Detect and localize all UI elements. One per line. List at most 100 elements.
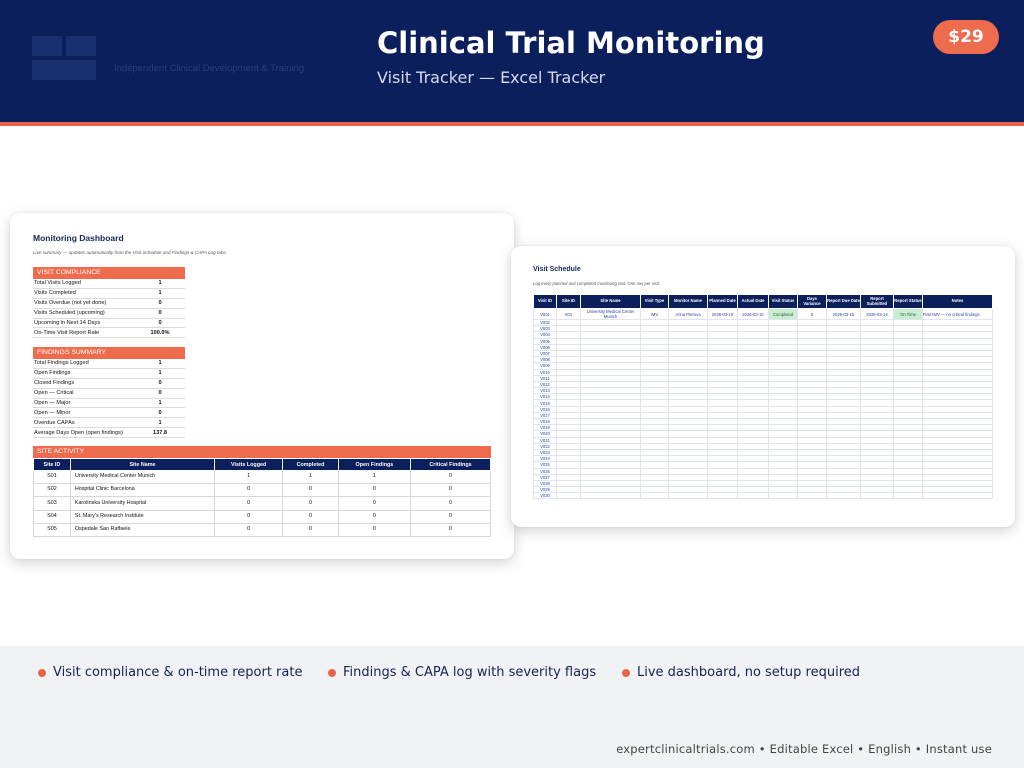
feature-label: Visit compliance & on-time report rate (53, 665, 303, 680)
column-header: Visit ID (533, 294, 557, 309)
metric-value: 100.0% (150, 329, 170, 336)
table-cell: 0 (410, 469, 491, 485)
table-cell: Anna Petrova (668, 308, 708, 320)
header-banner: Independent Clinical Development & Train… (0, 0, 1024, 122)
price-badge: $29 (933, 20, 999, 54)
visit-compliance-section: VISIT COMPLIANCE Total Visits Logged 1 Vis… (33, 267, 185, 339)
table-row: V005 (533, 337, 993, 345)
dashboard-preview-card: Monitoring Dashboard Live summary — upda… (10, 213, 514, 559)
table-cell: Karolinska University Hospital (69, 496, 216, 511)
table-row: V030 (533, 492, 993, 500)
table-row: V006 (533, 343, 993, 351)
table-cell: Hospital Clinic Barcelona (69, 483, 216, 498)
table-cell: 2026-03-10 (707, 308, 738, 320)
table-cell: University Medical Center Munich (69, 469, 216, 485)
table-row: S02 Hospital Clinic Barcelona 0 0 0 0 (33, 483, 491, 498)
table-cell: 0 (282, 522, 339, 537)
metric-row: Average Days Open (open findings) 137.8 (33, 428, 185, 439)
table-cell: 0 (282, 496, 339, 511)
column-header: Report Due Date (826, 294, 861, 309)
empty-cell (640, 492, 669, 500)
column-header: Completed (282, 458, 339, 471)
table-cell: S05 (33, 522, 71, 537)
table-cell: IMV (640, 308, 669, 320)
empty-cell (768, 492, 798, 500)
metric-label: Visits Scheduled (upcoming) (34, 310, 105, 317)
metric-row: Upcoming in Next 14 Days 0 (33, 319, 185, 329)
dashboard-note: Live summary — updates automatically fro… (33, 250, 227, 255)
column-header: Actual Date (737, 294, 769, 309)
column-header: Notes (922, 294, 993, 309)
findings-summary-heading: FINDINGS SUMMARY (33, 347, 185, 359)
table-cell: 1 (214, 469, 284, 485)
metric-row: Overdue CAPAs 1 (33, 418, 185, 429)
table-cell: S03 (33, 496, 71, 511)
table-cell: 0 (797, 308, 827, 320)
metric-value: 137.8 (153, 429, 167, 436)
metric-value: 1 (158, 290, 162, 297)
column-header: Visit Type (640, 294, 669, 309)
metric-value: 0 (158, 300, 162, 307)
header-accent-stripe (0, 122, 1024, 126)
metric-value: 1 (158, 360, 162, 367)
bullet-dot-icon (622, 668, 630, 677)
features-band (0, 646, 1024, 768)
visit-id-cell: V030 (533, 492, 557, 500)
table-cell: 2026-03-14 (860, 308, 894, 320)
table-cell: 0 (337, 496, 412, 511)
table-cell: 0 (214, 483, 284, 498)
metric-row: Open — Critical 0 (33, 389, 185, 399)
table-cell: On Time (893, 308, 923, 320)
table-cell: S02 (33, 483, 71, 498)
logo-icon (32, 36, 96, 80)
empty-cell (707, 492, 738, 500)
empty-cell (826, 492, 861, 500)
site-activity-section: SITE ACTIVITY (33, 446, 491, 458)
column-header: Visit Status (768, 294, 798, 309)
table-cell: 0 (214, 522, 284, 537)
table-cell: 2026-03-10 (737, 308, 769, 320)
metric-row: Total Findings Logged 1 (33, 359, 185, 369)
metric-label: Open — Minor (34, 409, 71, 416)
metric-label: Visits Overdue (not yet done) (34, 300, 107, 307)
column-header: Site Name (580, 294, 641, 309)
empty-cell (893, 492, 923, 500)
schedule-title: Visit Schedule (533, 266, 581, 273)
bullet-dot-icon (38, 668, 46, 677)
metric-label: Average Days Open (open findings) (34, 429, 123, 436)
column-header: Days Variance (797, 294, 827, 309)
feature-item: Findings & CAPA log with severity flags (328, 665, 596, 680)
feature-label: Findings & CAPA log with severity flags (343, 665, 597, 680)
table-cell: Completed (768, 308, 798, 320)
column-header: Site Name (69, 458, 216, 471)
table-cell: S01 (33, 469, 71, 485)
metric-row: Open — Major 1 (33, 399, 185, 409)
empty-cell (797, 492, 827, 500)
column-header: Site ID (556, 294, 581, 309)
page-title: Clinical Trial Monitoring (377, 26, 765, 60)
feature-item: Visit compliance & on-time report rate (38, 665, 302, 680)
metric-label: Visits Completed (34, 290, 76, 297)
table-cell: 0 (214, 509, 284, 524)
feature-item: Live dashboard, no setup required (622, 665, 860, 680)
table-cell: 0 (282, 509, 339, 524)
feature-label: Live dashboard, no setup required (637, 665, 860, 680)
dashboard-title: Monitoring Dashboard (33, 233, 124, 243)
table-row: S03 Karolinska University Hospital 0 0 0 0 (33, 496, 491, 511)
metric-row: Open Findings 1 (33, 369, 185, 379)
table-cell: 0 (282, 483, 339, 498)
visit-compliance-heading: VISIT COMPLIANCE (33, 267, 185, 279)
metric-value: 0 (158, 380, 162, 387)
metric-value: 0 (158, 320, 162, 326)
metric-label: Overdue CAPAs (34, 419, 75, 426)
table-cell: First IMV — no critical findings (922, 308, 993, 320)
metric-value: 1 (158, 370, 162, 377)
table-row: V011 (533, 374, 993, 382)
empty-cell (737, 492, 769, 500)
visit-schedule-preview-card: Visit Schedule Log every planned and com… (511, 246, 1015, 527)
column-header: Report Status (893, 294, 923, 309)
metric-row: On-Time Visit Report Rate 100.0% (33, 328, 185, 339)
empty-cell (556, 492, 581, 500)
table-cell: 2026-03-15 (826, 308, 861, 320)
page-subtitle: Visit Tracker — Excel Tracker (377, 68, 606, 87)
